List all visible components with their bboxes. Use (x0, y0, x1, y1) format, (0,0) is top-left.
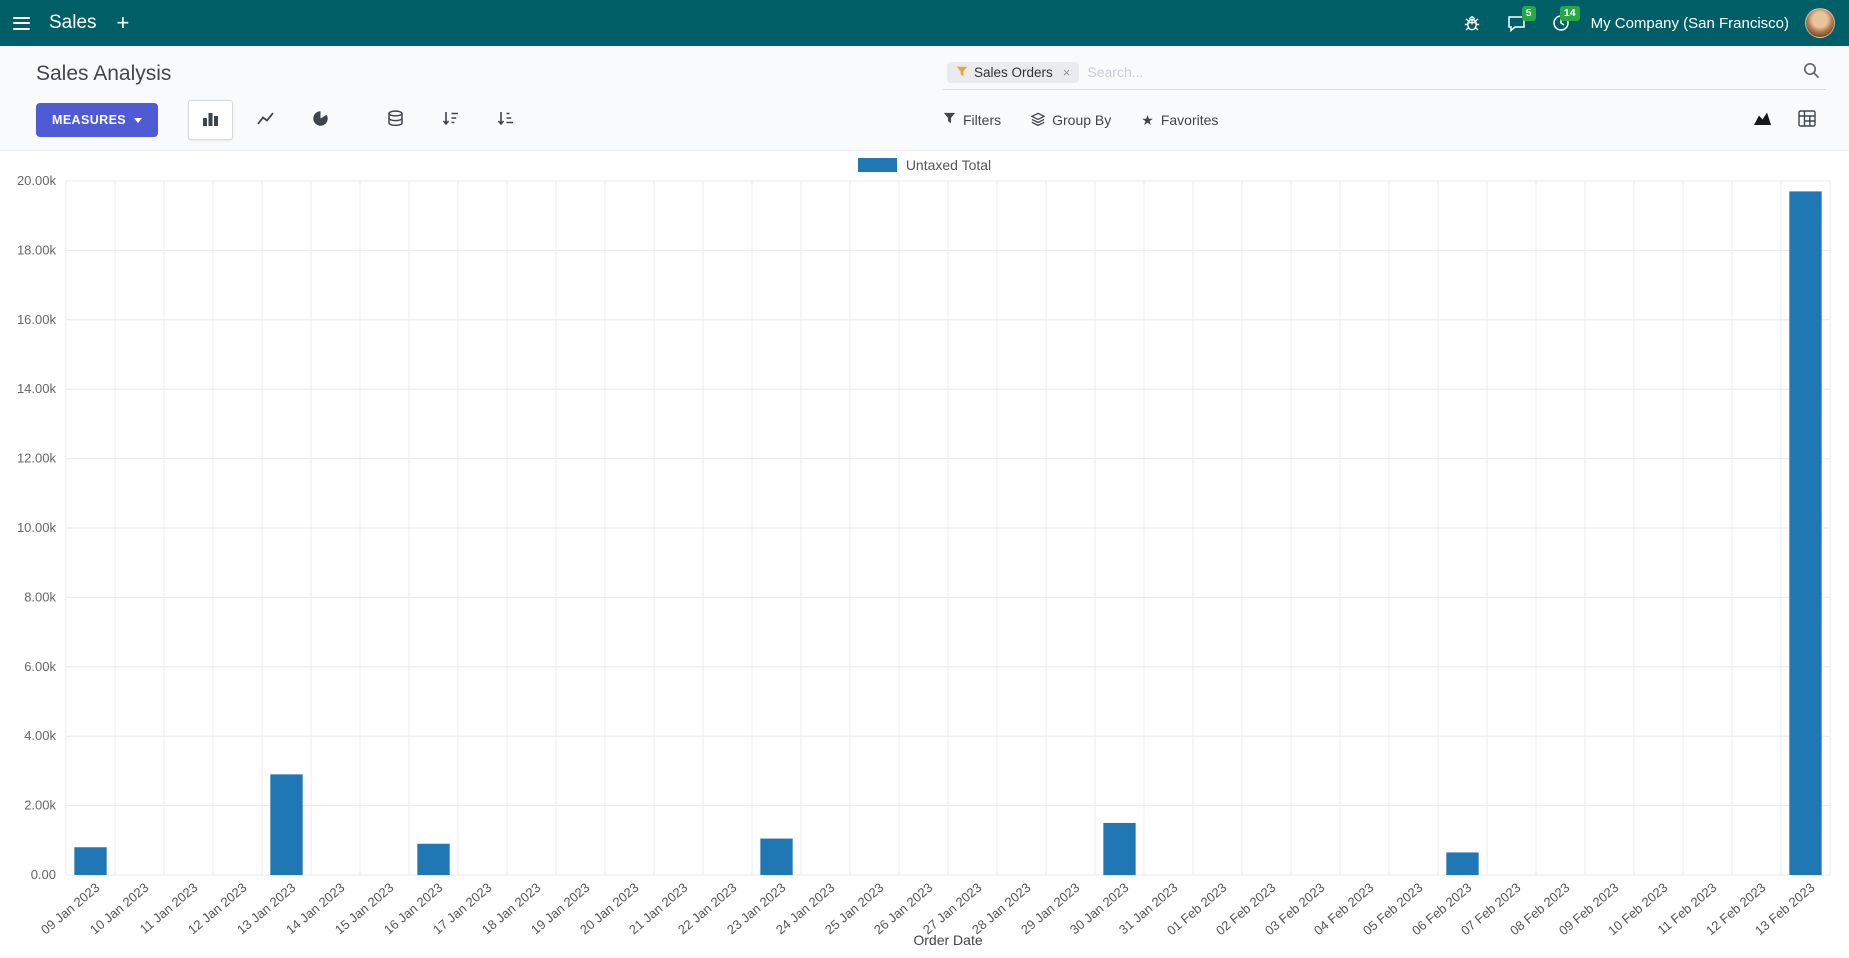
stacked-toggle-button[interactable] (373, 100, 418, 140)
chart-bar[interactable] (417, 843, 450, 875)
company-switcher[interactable]: My Company (San Francisco) (1585, 15, 1799, 32)
search-icon (1803, 62, 1820, 82)
favorites-label: Favorites (1160, 112, 1219, 128)
bar-chart-icon (202, 110, 219, 130)
line-chart-button[interactable] (243, 100, 288, 140)
app-title[interactable]: Sales (49, 12, 97, 33)
filters-label: Filters (963, 112, 1002, 128)
legend-label: Untaxed Total (905, 157, 992, 173)
search-bar[interactable]: Sales Orders × (943, 58, 1826, 90)
pie-chart-icon (312, 110, 329, 130)
y-tick-label: 6.00k (24, 659, 56, 674)
pivot-view-button[interactable] (1788, 103, 1826, 137)
y-tick-label: 12.00k (17, 451, 57, 466)
y-tick-label: 4.00k (24, 728, 56, 743)
chart-bar[interactable] (74, 847, 107, 875)
filter-funnel-icon (956, 66, 968, 78)
y-tick-label: 0.00 (31, 867, 56, 882)
measures-label: MEASURES (52, 113, 127, 127)
legend-swatch (857, 158, 897, 172)
y-tick-label: 10.00k (17, 520, 57, 535)
sales-chart: 0.00 2.00k 4.00k 6.00k 8.00k 10.00k 12.00k 14.0… (17, 175, 1831, 948)
control-panel: Sales Analysis Sales Orders × (0, 46, 1849, 151)
pivot-table-icon (1798, 110, 1816, 130)
bug-icon (1463, 14, 1481, 32)
messages-count-badge: 5 (1521, 6, 1536, 21)
group-by-button[interactable]: Group By (1030, 112, 1112, 129)
graph-view-button[interactable] (1743, 103, 1782, 137)
chart-bar[interactable] (1789, 191, 1822, 875)
group-by-label: Group By (1052, 112, 1112, 128)
chart-legend: Untaxed Total (0, 151, 1849, 175)
top-navbar: Sales + 5 (0, 0, 1849, 46)
new-window-button[interactable]: + (103, 0, 144, 46)
chart-bar[interactable] (270, 774, 303, 875)
star-icon: ★ (1141, 112, 1154, 128)
sort-descending-icon (442, 110, 459, 130)
y-tick-label: 16.00k (17, 312, 57, 327)
x-axis-title: Order Date (913, 932, 982, 948)
facet-label: Sales Orders (974, 64, 1053, 80)
filters-button[interactable]: Filters (943, 112, 1001, 128)
sort-ascending-icon (497, 110, 514, 130)
facet-remove-icon[interactable]: × (1062, 64, 1071, 80)
search-facet-sales-orders[interactable]: Sales Orders × (947, 61, 1080, 83)
chart-bar[interactable] (1103, 822, 1136, 875)
y-tick-label: 2.00k (24, 798, 56, 813)
area-chart-icon (1753, 110, 1772, 130)
sort-descending-button[interactable] (428, 100, 473, 140)
activities-button[interactable]: 14 (1541, 0, 1581, 46)
chart-bar[interactable] (1446, 852, 1479, 875)
activities-count-badge: 14 (1559, 6, 1580, 21)
layers-icon (1030, 112, 1046, 129)
caret-down-icon (134, 117, 143, 123)
bar-chart-button[interactable] (188, 100, 234, 140)
messages-button[interactable]: 5 (1496, 0, 1537, 46)
search-input[interactable] (1087, 64, 1793, 80)
filters-funnel-icon (943, 112, 956, 128)
pie-chart-button[interactable] (298, 100, 343, 140)
stacked-database-icon (387, 110, 404, 130)
y-tick-label: 14.00k (17, 381, 57, 396)
hamburger-icon (13, 13, 30, 33)
debug-button[interactable] (1452, 0, 1492, 46)
view-switcher (1743, 103, 1826, 137)
sort-ascending-button[interactable] (483, 100, 528, 140)
user-avatar[interactable] (1805, 8, 1835, 38)
y-tick-label: 8.00k (24, 589, 56, 604)
chart-section: Untaxed Total 0.00 2.00k 4.00k 6.00k 8.00k 10… (0, 151, 1849, 951)
y-tick-label: 18.00k (17, 242, 57, 257)
favorites-button[interactable]: ★ Favorites (1141, 112, 1218, 128)
apps-menu-button[interactable] (0, 0, 43, 46)
y-tick-label: 20.00k (17, 175, 57, 188)
line-chart-icon (257, 110, 274, 130)
measures-button[interactable]: MEASURES (36, 103, 159, 137)
page-title: Sales Analysis (36, 62, 172, 85)
chart-bar[interactable] (760, 838, 793, 875)
search-submit-button[interactable] (1801, 60, 1822, 84)
